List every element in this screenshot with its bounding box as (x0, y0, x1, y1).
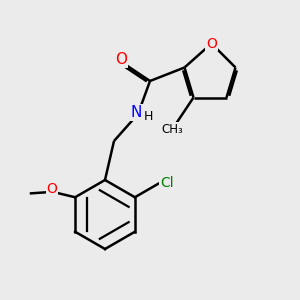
Text: H: H (144, 110, 153, 124)
Text: Cl: Cl (160, 176, 173, 190)
Text: O: O (46, 182, 58, 196)
Text: N: N (131, 105, 142, 120)
Text: O: O (206, 37, 217, 50)
Text: O: O (116, 52, 128, 68)
Text: CH₃: CH₃ (162, 122, 183, 136)
